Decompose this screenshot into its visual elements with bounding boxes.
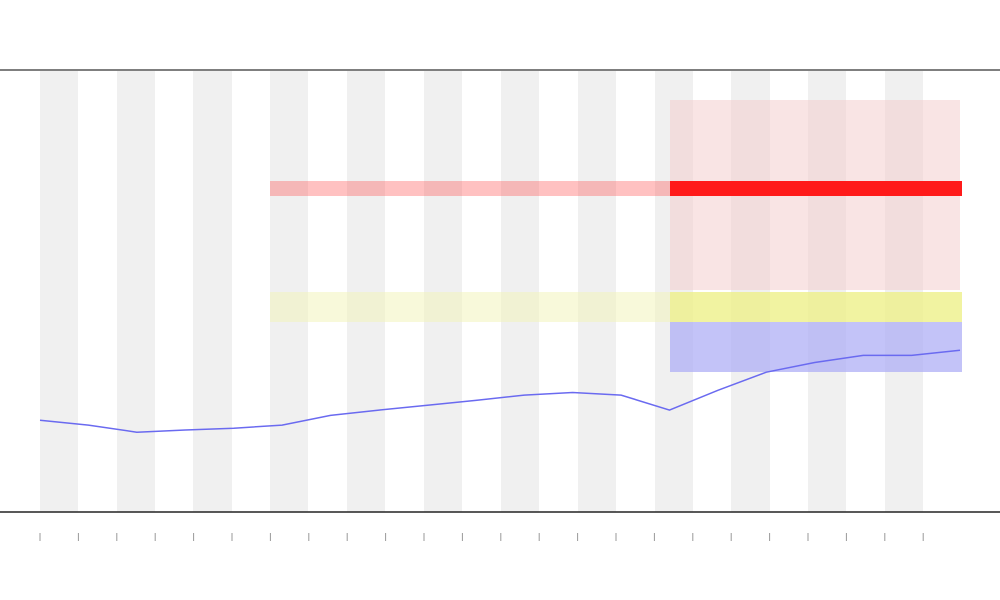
x-ticks xyxy=(39,533,924,541)
series-line xyxy=(39,349,961,433)
shaded-columns xyxy=(40,71,923,512)
density-bands xyxy=(270,100,962,372)
